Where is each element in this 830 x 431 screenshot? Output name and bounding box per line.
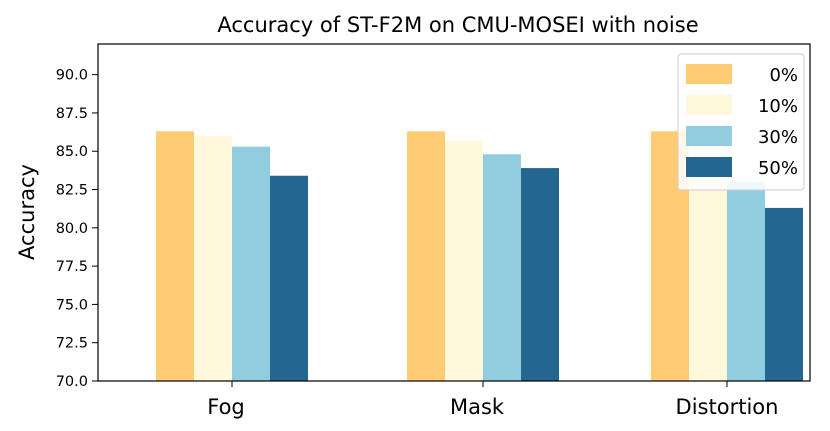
- legend-swatch-30pct: [686, 126, 732, 146]
- bars-group: [156, 131, 803, 381]
- bar-mask-10pct: [445, 140, 483, 381]
- legend-label-50pct: 50%: [758, 158, 798, 179]
- bar-distortion-10pct: [689, 163, 727, 381]
- y-tick-label: 85.0: [56, 144, 88, 160]
- y-axis: 70.0 72.5 75.0 77.5 80.0 82.5 85.0 87.5 90.0: [56, 68, 98, 390]
- y-tick-label: 72.5: [56, 336, 88, 352]
- y-axis-label: Accuracy: [15, 164, 39, 260]
- legend-box: [677, 53, 805, 191]
- plot-frame: [97, 43, 811, 382]
- legend-label-10pct: 10%: [758, 96, 798, 117]
- x-tick-label-mask: Mask: [450, 395, 505, 419]
- bar-fog-30pct: [232, 146, 270, 381]
- legend-swatch-50pct: [686, 157, 732, 177]
- bar-distortion-50pct: [765, 207, 803, 381]
- y-tick-label: 80.0: [56, 221, 88, 237]
- bar-mask-0pct: [407, 131, 445, 381]
- bar-mask-30pct: [483, 154, 521, 381]
- y-tick-label: 77.5: [56, 259, 88, 275]
- legend-label-30pct: 30%: [758, 127, 798, 148]
- bar-distortion-30pct: [727, 181, 765, 381]
- x-tick-label-fog: Fog: [207, 395, 245, 419]
- legend-label-0pct: 0%: [769, 65, 798, 86]
- x-tick-label-distortion: Distortion: [676, 395, 779, 419]
- bar-fog-0pct: [156, 131, 194, 381]
- y-tick-label: 90.0: [56, 68, 88, 84]
- chart-title: Accuracy of ST-F2M on CMU-MOSEI with noi…: [217, 13, 698, 37]
- legend-swatch-0pct: [686, 64, 732, 84]
- legend-swatch-10pct: [686, 95, 732, 115]
- x-axis: Fog Mask Distortion: [207, 381, 778, 419]
- bar-mask-50pct: [521, 168, 559, 381]
- bar-fog-50pct: [270, 175, 308, 381]
- y-tick-label: 70.0: [56, 374, 88, 390]
- y-tick-label: 82.5: [56, 183, 88, 199]
- y-tick-label: 75.0: [56, 297, 88, 313]
- legend: 0% 10% 30% 50%: [677, 53, 805, 191]
- y-tick-label: 87.5: [56, 106, 88, 122]
- bar-fog-10pct: [194, 135, 232, 381]
